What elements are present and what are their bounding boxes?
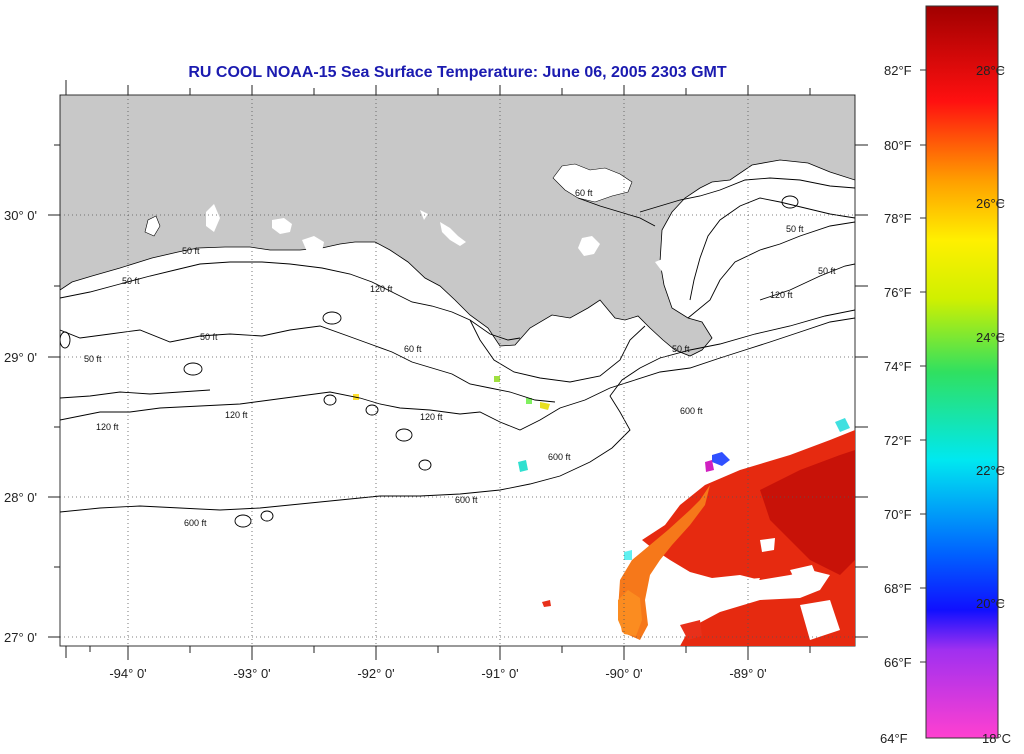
colorbar-c-label: 18°C (982, 731, 1011, 746)
colorbar-c-label: 28°C (976, 63, 1005, 78)
contour-label: 600 ft (548, 452, 571, 462)
land-mass (60, 95, 855, 357)
lake (440, 222, 466, 246)
cloud-gap (790, 565, 820, 590)
sst-cold-patch (518, 460, 528, 472)
contour-label: 120 ft (370, 284, 393, 294)
sst-cold-patch (835, 418, 850, 432)
lake (578, 236, 600, 256)
sst-green-patch (526, 398, 532, 404)
colorbar-f-label: 70°F (884, 507, 912, 522)
sst-cold-patch (712, 452, 730, 466)
graticule (60, 95, 855, 646)
depth-contours (60, 177, 855, 528)
contour-label: 600 ft (680, 406, 703, 416)
contour-label: 120 ft (420, 412, 443, 422)
cloud-gap (760, 538, 775, 552)
contour-label: 50 ft (672, 344, 690, 354)
lon-label: -93° 0' (233, 666, 270, 681)
color-bar (925, 5, 999, 739)
colorbar-f-label: 78°F (884, 211, 912, 226)
colorbar-f-label: 66°F (884, 655, 912, 670)
map-title: RU COOL NOAA-15 Sea Surface Temperature:… (188, 64, 727, 81)
contour-label: 50 ft (122, 276, 140, 286)
lat-label: 27° 0' (4, 630, 37, 645)
lake (144, 215, 161, 237)
colorbar-f-label: 64°F (880, 731, 908, 746)
sst-red-patch (680, 620, 702, 640)
colorbar-f-label: 80°F (884, 138, 912, 153)
lon-label: -89° 0' (729, 666, 766, 681)
contour-label: 600 ft (184, 518, 207, 528)
lake (206, 204, 220, 232)
lon-label: -92° 0' (357, 666, 394, 681)
colorbar-f-label: 76°F (884, 285, 912, 300)
colorbar-c-label: 24°C (976, 330, 1005, 345)
colorbar-f-label: 72°F (884, 433, 912, 448)
lake (302, 236, 324, 254)
sst-cold-patch (624, 550, 632, 560)
sst-yellow-patch (540, 402, 550, 410)
lat-label: 28° 0' (4, 490, 37, 505)
contour-label: 50 ft (818, 266, 836, 276)
lake (655, 258, 672, 274)
contour-label: 50 ft (84, 354, 102, 364)
sst-hot-water (760, 450, 855, 575)
colorbar-f-label: 68°F (884, 581, 912, 596)
lake (700, 300, 720, 320)
cloud-gap (800, 600, 840, 640)
cloud-gap (738, 578, 760, 596)
contour-label: 120 ft (96, 422, 119, 432)
contour-label: 600 ft (455, 495, 478, 505)
contour-label: 50 ft (200, 332, 218, 342)
colorbar-c-label: 22°C (976, 463, 1005, 478)
colorbar-f-label: 74°F (884, 359, 912, 374)
lat-label: 29° 0' (4, 350, 37, 365)
sst-green-patch (494, 376, 500, 382)
contour-label: 50 ft (182, 246, 200, 256)
colorbar-c-label: 20°C (976, 596, 1005, 611)
lat-label: 30° 0' (4, 208, 37, 223)
colorbar-f-label: 82°F (884, 63, 912, 78)
lon-label: -91° 0' (481, 666, 518, 681)
sst-orange-water (618, 485, 710, 640)
contour-label: 60 ft (404, 344, 422, 354)
lake (272, 218, 292, 234)
sst-red-patch (542, 600, 551, 607)
contour-label: 60 ft (575, 188, 593, 198)
axis-ticks (48, 80, 868, 660)
colorbar-c-label: 26°C (976, 196, 1005, 211)
contour-label: 50 ft (786, 224, 804, 234)
sst-cold-patch (705, 460, 714, 472)
lon-label: -90° 0' (605, 666, 642, 681)
lon-label: -94° 0' (109, 666, 146, 681)
contour-label: 120 ft (225, 410, 248, 420)
contour-label: 120 ft (770, 290, 793, 300)
sst-orange-water (618, 590, 642, 636)
